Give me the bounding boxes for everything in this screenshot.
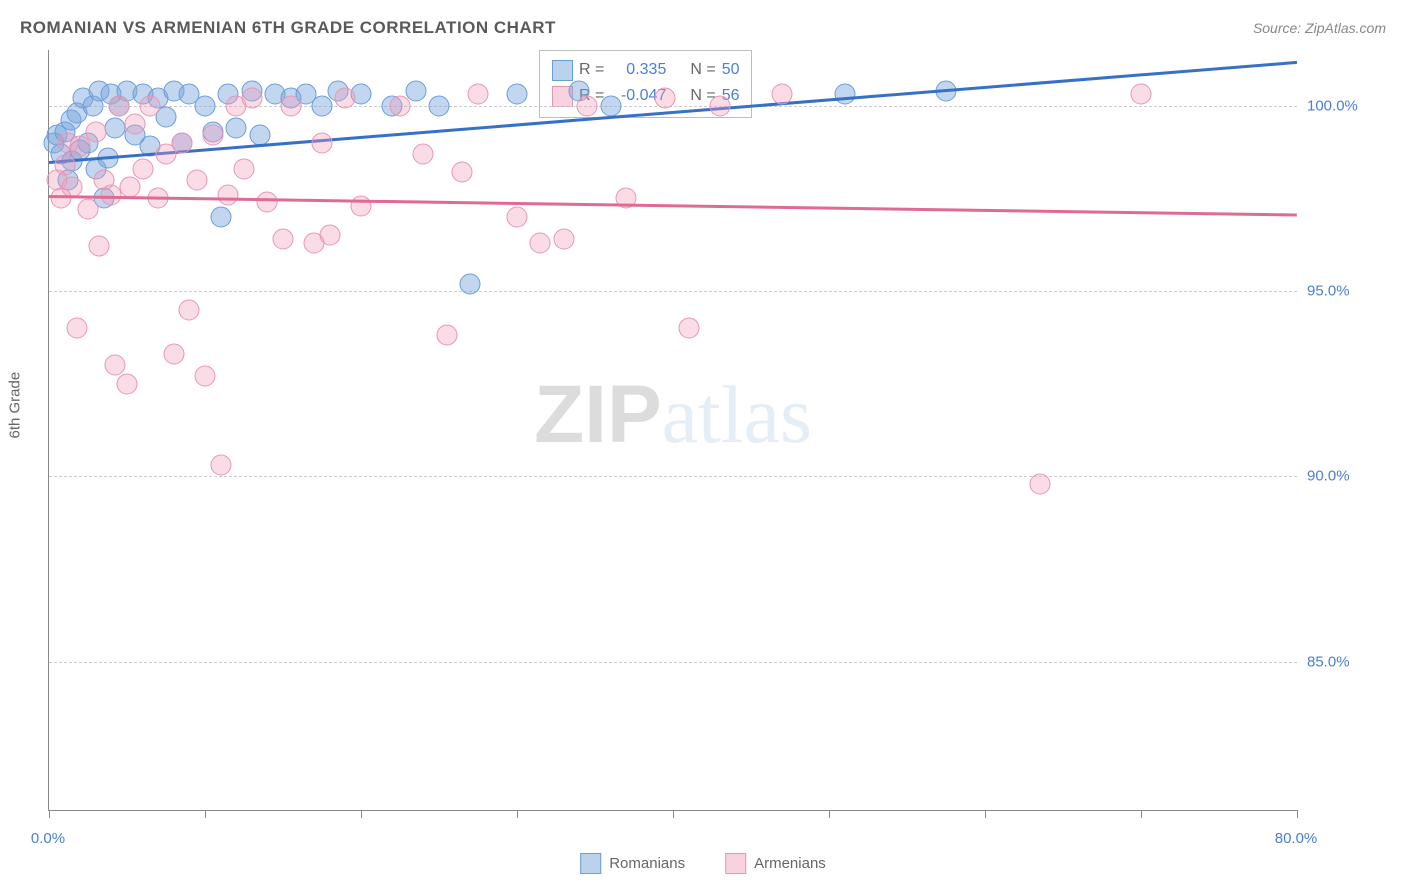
data-point [577, 95, 598, 116]
data-point [171, 132, 192, 153]
data-point [436, 325, 457, 346]
xtick [361, 810, 362, 818]
data-point [335, 88, 356, 109]
xtick [985, 810, 986, 818]
data-point [104, 117, 125, 138]
data-point [140, 95, 161, 116]
legend-item-armenians: Armenians [725, 853, 826, 874]
data-point [104, 355, 125, 376]
data-point [234, 158, 255, 179]
legend-label: Romanians [609, 855, 685, 872]
data-point [507, 206, 528, 227]
data-point [85, 121, 106, 142]
ytick-label: 90.0% [1307, 468, 1350, 485]
xtick-label: 80.0% [1275, 830, 1318, 847]
chart-title: ROMANIAN VS ARMENIAN 6TH GRADE CORRELATI… [20, 18, 556, 38]
data-point [124, 114, 145, 135]
data-point [132, 158, 153, 179]
source-label: Source: ZipAtlas.com [1253, 20, 1386, 36]
xtick-label: 0.0% [31, 830, 65, 847]
ytick-label: 85.0% [1307, 653, 1350, 670]
ytick-label: 100.0% [1307, 97, 1358, 114]
n-value-romanians: 50 [722, 57, 740, 83]
n-label: N = [690, 57, 715, 83]
xtick [1141, 810, 1142, 818]
legend-row-romanians: R = 0.335 N = 50 [552, 57, 739, 83]
data-point [109, 95, 130, 116]
data-point [257, 192, 278, 213]
xtick [1297, 810, 1298, 818]
data-point [241, 88, 262, 109]
data-point [54, 154, 75, 175]
bottom-legend: Romanians Armenians [580, 853, 826, 874]
data-point [117, 373, 138, 394]
data-point [312, 132, 333, 153]
data-point [218, 184, 239, 205]
data-point [413, 143, 434, 164]
data-point [163, 344, 184, 365]
xtick [205, 810, 206, 818]
data-point [280, 95, 301, 116]
data-point [834, 84, 855, 105]
data-point [553, 229, 574, 250]
data-point [195, 366, 216, 387]
data-point [1131, 84, 1152, 105]
data-point [273, 229, 294, 250]
data-point [202, 125, 223, 146]
data-point [351, 195, 372, 216]
data-point [88, 236, 109, 257]
data-point [67, 318, 88, 339]
xtick [829, 810, 830, 818]
data-point [452, 162, 473, 183]
swatch-pink-icon [725, 853, 746, 874]
swatch-blue-icon [552, 60, 573, 81]
data-point [600, 95, 621, 116]
data-point [187, 169, 208, 190]
data-point [655, 88, 676, 109]
ytick-label: 95.0% [1307, 282, 1350, 299]
data-point [179, 299, 200, 320]
watermark-bold: ZIP [534, 369, 662, 460]
watermark: ZIPatlas [534, 368, 812, 462]
gridline [49, 476, 1297, 477]
xtick [517, 810, 518, 818]
trendline [49, 195, 1297, 216]
r-value-romanians: 0.335 [610, 57, 666, 83]
data-point [468, 84, 489, 105]
legend-item-romanians: Romanians [580, 853, 685, 874]
watermark-light: atlas [662, 369, 812, 460]
plot-area: ZIPatlas R = 0.335 N = 50 R = -0.047 N =… [48, 50, 1297, 811]
data-point [429, 95, 450, 116]
data-point [772, 84, 793, 105]
r-label: R = [579, 57, 604, 83]
data-point [530, 232, 551, 253]
data-point [120, 177, 141, 198]
gridline [49, 662, 1297, 663]
data-point [709, 95, 730, 116]
xtick [673, 810, 674, 818]
data-point [390, 95, 411, 116]
data-point [319, 225, 340, 246]
data-point [195, 95, 216, 116]
data-point [678, 318, 699, 339]
legend-label: Armenians [754, 855, 826, 872]
xtick [49, 810, 50, 818]
data-point [210, 206, 231, 227]
gridline [49, 291, 1297, 292]
y-axis-label: 6th Grade [7, 372, 24, 439]
data-point [78, 199, 99, 220]
data-point [460, 273, 481, 294]
data-point [1029, 473, 1050, 494]
data-point [507, 84, 528, 105]
data-point [210, 455, 231, 476]
data-point [226, 117, 247, 138]
swatch-blue-icon [580, 853, 601, 874]
